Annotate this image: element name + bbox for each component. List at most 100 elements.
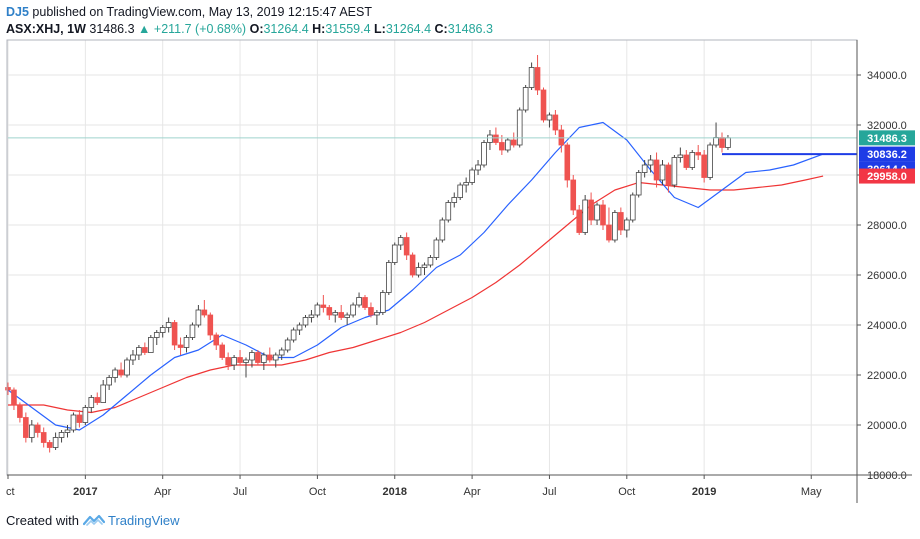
candle [695,145,701,160]
candle-body [171,322,178,346]
candle [195,305,202,328]
candle-body [439,219,446,241]
candle [189,322,196,340]
y-tick-label: 20000.0 [867,420,907,432]
symbol-name[interactable]: ASX:XHJ, 1W [6,22,86,36]
candle-body [82,407,89,423]
candle-body [290,329,297,341]
candle [659,160,666,185]
candle [421,262,428,275]
candle-body [255,352,261,363]
candle-body [695,152,701,156]
candle [534,55,541,95]
candle-body [671,157,678,186]
candle [147,335,154,353]
candle-body [219,344,226,358]
candle [546,112,553,128]
candle [278,347,285,360]
candle [362,295,368,310]
candle [433,237,440,260]
candle [201,300,208,318]
x-tick-label: Oct [309,486,326,498]
candle-body [362,297,368,308]
candle-body [594,204,600,221]
price-tag-bg [859,130,915,146]
candle-body [641,164,648,173]
candle [701,150,707,183]
candle [427,255,434,268]
close-value: 31486.3 [447,22,493,36]
candle-body [427,257,434,266]
candle [5,382,11,395]
candle-body [385,262,392,293]
candle [368,302,374,318]
x-tick-label: ct [6,486,15,498]
candle [719,132,725,153]
candle-body [326,307,333,316]
candle-body [433,239,440,258]
candle [409,252,416,278]
candle-body [147,337,154,353]
price-tag-label: 31486.3 [867,133,907,145]
candle [70,412,77,433]
candle [100,380,107,403]
candle [308,310,315,323]
author-name[interactable]: DJ5 [6,5,29,19]
candle-body [356,297,362,306]
candle [266,347,273,363]
candle-body [629,194,636,221]
candle [231,355,237,370]
candle [344,312,350,325]
candle [624,217,630,238]
candle [451,192,458,208]
y-tick-label: 26000.0 [867,270,907,282]
candle-body [284,339,291,351]
candle [612,210,618,243]
open-value: 31264.4 [263,22,309,36]
up-arrow-icon: ▲ [138,22,151,36]
candle-body [546,114,553,121]
y-tick-label: 34000.0 [867,70,907,82]
candle [88,395,95,413]
candle-body [374,312,380,316]
candle-body [308,314,315,318]
candle-body [106,377,112,386]
candle-body [564,144,571,181]
candle-body [266,354,273,361]
y-tick-label: 24000.0 [867,320,907,332]
created-with-text: Created with [6,513,79,528]
candle-body [320,304,327,308]
candle-body [618,212,624,231]
candle [284,337,291,353]
candle-body [100,384,107,403]
tradingview-brand[interactable]: TradingView [108,513,180,528]
candle-body [225,357,231,366]
candle-body [368,307,374,316]
candle-body [719,137,725,148]
price-chart[interactable]: 18000.0 20000.0 22000.0 24000.0 26000.0 28000… [0,0,920,505]
candle-body [713,137,719,146]
candle-body [28,424,35,438]
candle-body [701,154,707,178]
sma-fast-layer [7,121,824,431]
candle [11,387,17,410]
candle [255,350,261,365]
candle [629,192,636,223]
candle-body [189,324,196,338]
candle [487,130,493,150]
candle [576,205,582,235]
candle [58,430,65,443]
horizontal-lines[interactable] [8,137,857,156]
candle-body [350,304,356,316]
candle-body [600,204,606,226]
candle [314,302,321,318]
candle [213,332,220,350]
candle [225,352,231,370]
candle [374,310,380,325]
candle [481,140,487,168]
candle [40,427,47,448]
candle [219,342,226,360]
candle [380,290,386,315]
candle [653,152,660,188]
candle-body [302,317,309,326]
